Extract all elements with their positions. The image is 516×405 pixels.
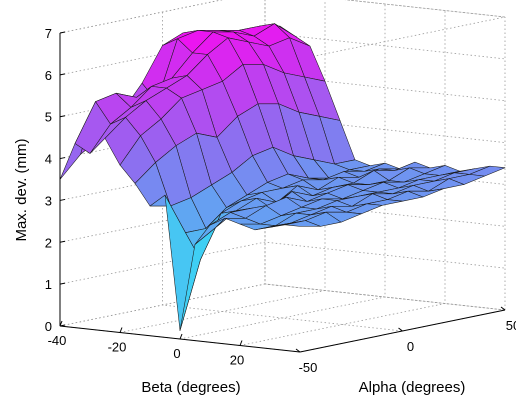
x-tick [179,333,183,340]
z-tick-label: 3 [45,193,52,208]
z-tick-label: 0 [45,319,52,334]
back-wall-frame [299,0,506,60]
surface-layer [59,23,506,331]
x-tick-label: -20 [108,340,127,355]
z-grid-line [59,283,506,327]
z-grid-line [59,241,506,285]
z-tick-label: 2 [45,235,52,250]
z-axis-label: Max. dev. (mm) [13,138,30,241]
z-tick-label: 7 [45,26,52,41]
y-tick-label: -50 [299,360,318,375]
y-grid-line [162,12,403,332]
y-tick-label: 50 [506,318,516,333]
x-tick [239,340,243,346]
y-tick [295,348,301,353]
z-tick [59,282,66,285]
x-tick [119,327,123,333]
y-tick-label: 0 [407,339,414,354]
z-tick-label: 6 [45,68,52,83]
surface-facet [284,220,321,227]
x-grid-line [239,10,446,346]
z-tick [59,324,66,327]
y-tick [398,327,403,332]
z-tick [59,73,66,76]
axis-layer [59,31,506,353]
z-tick [59,240,66,243]
z-tick-label: 5 [45,110,52,125]
x-tick-label: -40 [48,333,67,348]
x-tick-label: 20 [230,353,244,368]
x-grid-line [179,4,386,340]
z-tick [59,31,66,34]
x-tick-label: 0 [173,346,180,361]
z-tick [59,115,66,118]
z-tick [59,198,66,201]
y-axis-label: Alpha (degrees) [359,379,466,396]
tick-labels: 0 1 2 3 4 5 6 7 -40 -20 0 20 -50 0 50 [45,26,516,375]
y-tick [500,306,506,311]
y-grid-line [264,0,506,311]
x-tick [59,320,63,327]
x-axis-label: Beta (degrees) [141,379,240,396]
z-tick-label: 1 [45,277,52,292]
z-tick [59,157,66,160]
z-tick-label: 4 [45,152,52,167]
